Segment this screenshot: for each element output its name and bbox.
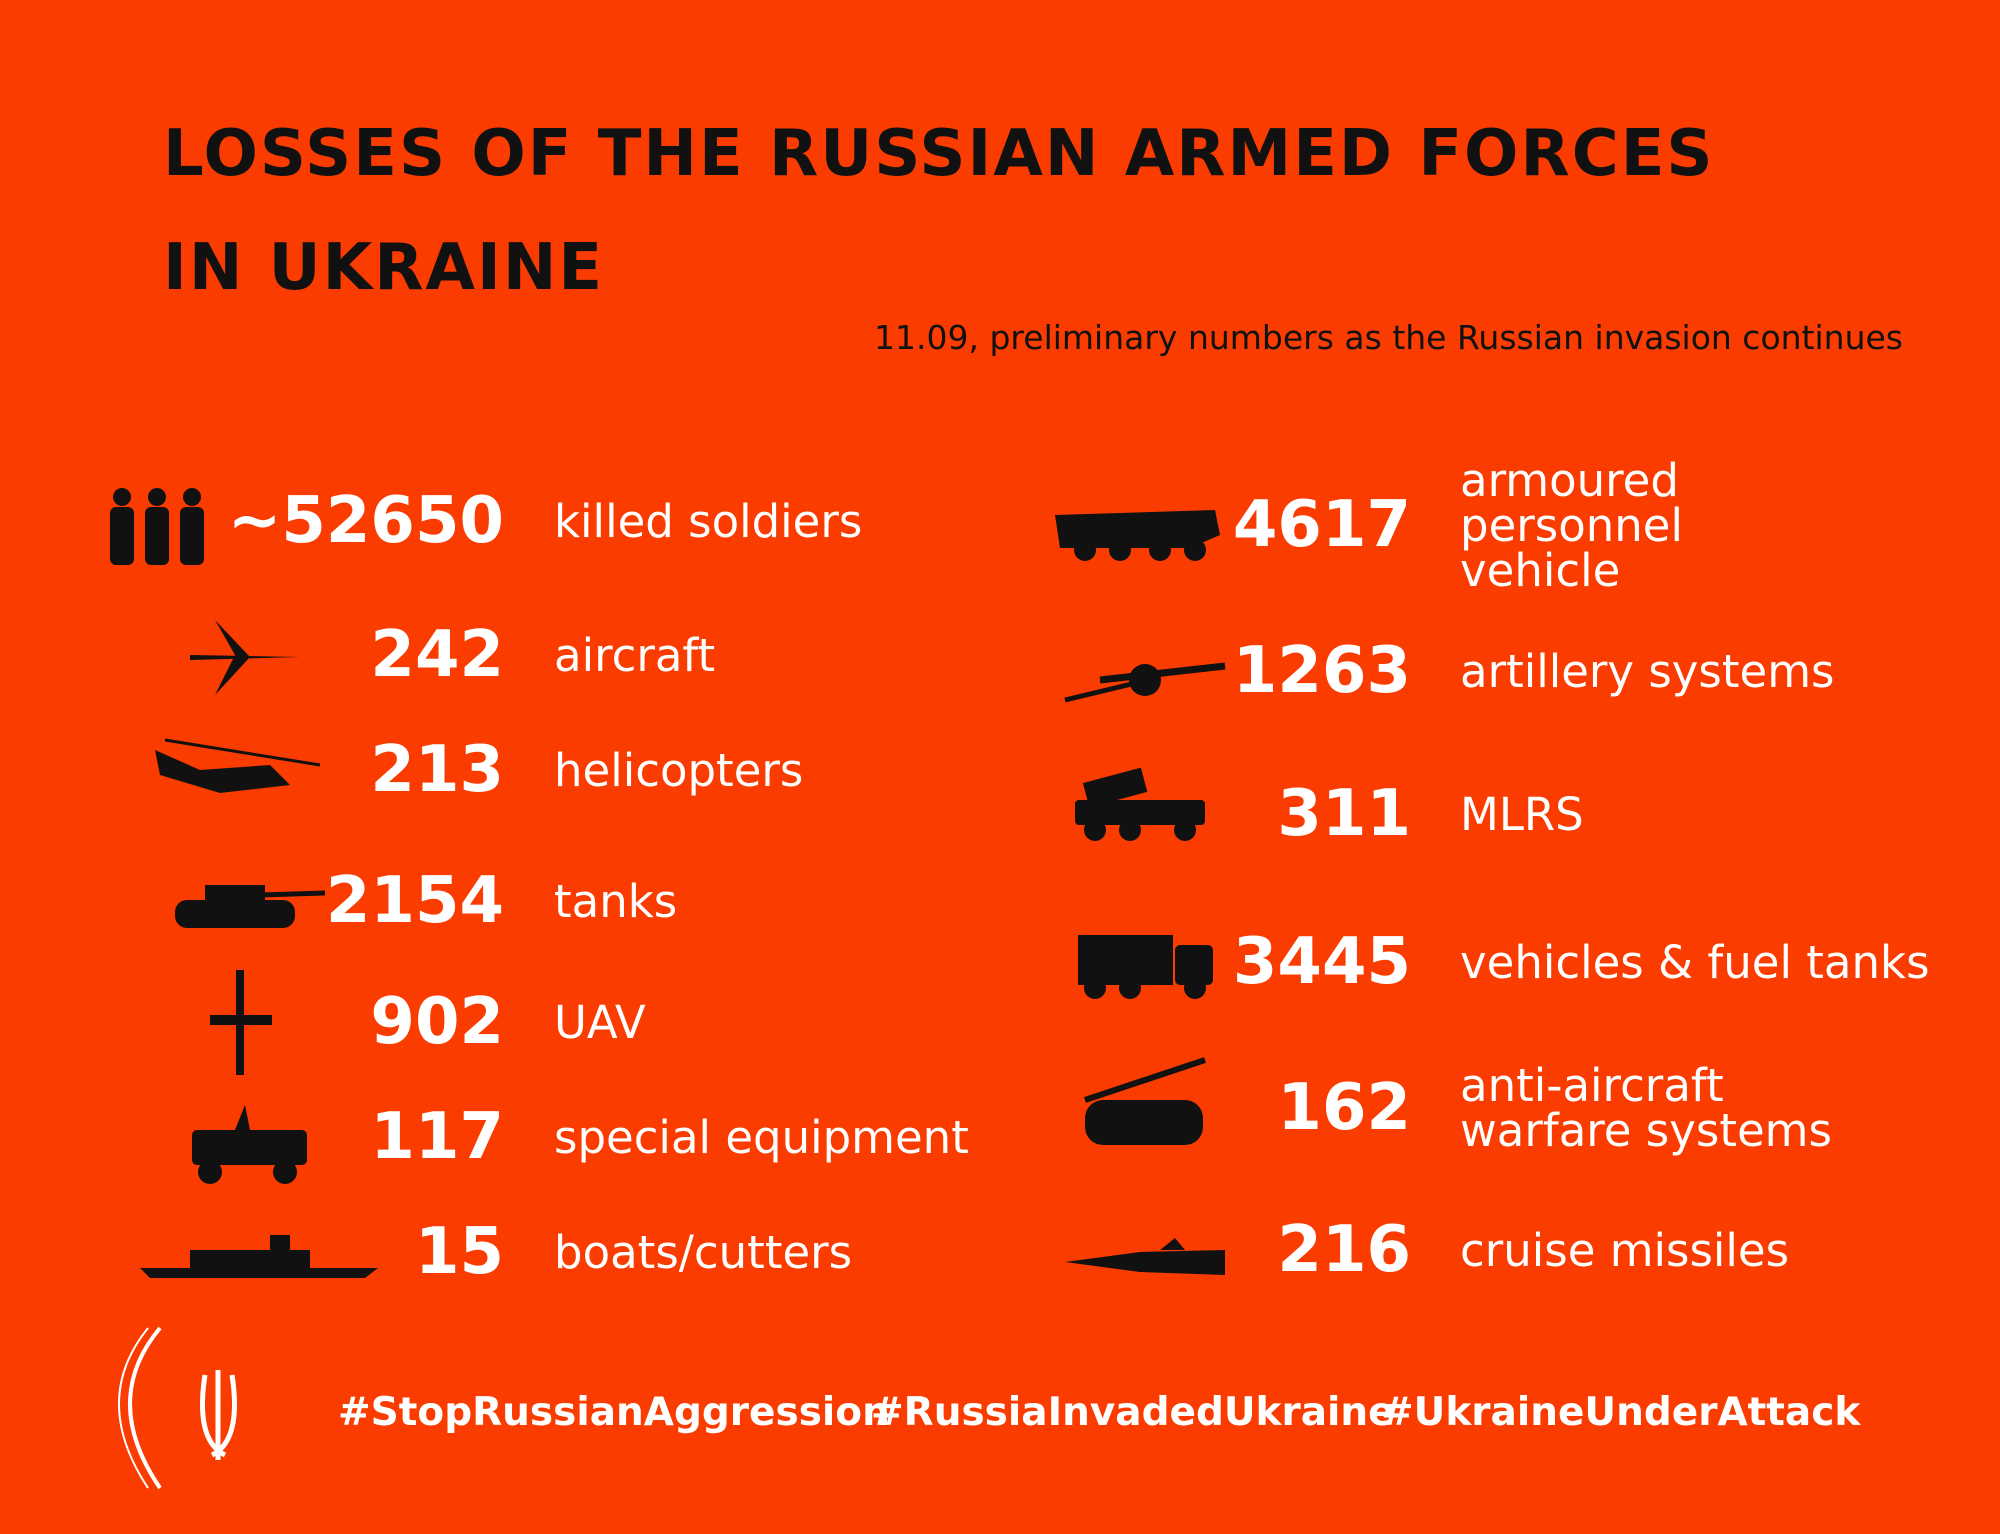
missile-icon bbox=[1065, 1238, 1225, 1275]
air-defence-icon bbox=[1084, 1057, 1206, 1145]
stat-number: 15 bbox=[414, 1215, 504, 1289]
label-line: helicopters bbox=[554, 743, 804, 797]
label-line: aircraft bbox=[554, 628, 716, 682]
stat-number: 216 bbox=[1277, 1213, 1411, 1287]
stat-label: special equipment bbox=[554, 1115, 969, 1160]
stat-label: aircraft bbox=[554, 633, 715, 678]
label-line: tanks bbox=[554, 874, 678, 928]
label-line: vehicles & fuel tanks bbox=[1460, 935, 1930, 989]
mlrs-icon bbox=[1075, 767, 1205, 841]
apc-icon bbox=[1055, 510, 1220, 561]
stat-number: 4617 bbox=[1232, 488, 1411, 562]
tank-icon bbox=[175, 885, 326, 928]
label-line: special equipment bbox=[554, 1110, 969, 1164]
hashtag: #UkraineUnderAttack bbox=[1381, 1390, 1861, 1435]
stat-number: 902 bbox=[370, 985, 504, 1059]
label-line: personnel bbox=[1460, 498, 1683, 552]
stat-label: tanks bbox=[554, 879, 677, 924]
title-line: LOSSES OF THE RUSSIAN ARMED FORCES bbox=[163, 117, 1715, 191]
stat-number: 311 bbox=[1277, 777, 1411, 851]
soldiers-icon bbox=[110, 488, 204, 565]
hashtag: #StopRussianAggression bbox=[338, 1390, 890, 1435]
stat-number: ~52650 bbox=[227, 484, 504, 558]
helicopter-icon bbox=[155, 738, 321, 793]
stat-number: 213 bbox=[370, 733, 504, 807]
stat-number: 2154 bbox=[325, 864, 504, 938]
stat-label: vehicles & fuel tanks bbox=[1460, 940, 1930, 985]
subtitle: 11.09, preliminary numbers as the Russia… bbox=[874, 318, 1903, 357]
special-icon bbox=[192, 1105, 307, 1184]
stat-number: 242 bbox=[370, 618, 504, 692]
label-line: warfare systems bbox=[1460, 1104, 1832, 1157]
label-line: vehicle bbox=[1460, 543, 1621, 597]
stat-label: helicopters bbox=[554, 748, 803, 793]
hashtag: #RussiaInvadedUkraine bbox=[871, 1390, 1395, 1435]
stat-label: MLRS bbox=[1460, 792, 1584, 837]
stat-number: 1263 bbox=[1232, 634, 1411, 708]
logo bbox=[118, 1326, 237, 1490]
stat-number: 117 bbox=[370, 1100, 504, 1174]
stat-label: boats/cutters bbox=[554, 1230, 852, 1275]
stat-label: anti-aircraft warfare systems bbox=[1460, 1063, 1832, 1153]
stat-number: 162 bbox=[1277, 1071, 1411, 1145]
label-line: armoured bbox=[1460, 453, 1679, 507]
label-line: boats/cutters bbox=[554, 1225, 853, 1279]
stat-label: artillery systems bbox=[1460, 649, 1834, 694]
truck-icon bbox=[1078, 935, 1213, 999]
label-line: UAV bbox=[554, 995, 646, 1049]
label-line: artillery systems bbox=[1460, 644, 1835, 698]
label-line: killed soldiers bbox=[554, 494, 863, 548]
aircraft-icon bbox=[190, 620, 300, 695]
uav-icon bbox=[210, 970, 272, 1075]
stat-label: UAV bbox=[554, 1000, 646, 1045]
boat-icon bbox=[140, 1235, 378, 1278]
stat-label: killed soldiers bbox=[554, 499, 862, 544]
stat-label: armoured personnel vehicle bbox=[1460, 458, 1683, 593]
stat-number: 3445 bbox=[1232, 925, 1411, 999]
label-line: MLRS bbox=[1460, 787, 1584, 841]
label-line: cruise missiles bbox=[1460, 1223, 1790, 1277]
stat-label: cruise missiles bbox=[1460, 1228, 1789, 1273]
title-line: IN UKRAINE bbox=[163, 231, 605, 305]
artillery-icon bbox=[1064, 662, 1226, 703]
label-line: anti-aircraft bbox=[1460, 1059, 1724, 1112]
